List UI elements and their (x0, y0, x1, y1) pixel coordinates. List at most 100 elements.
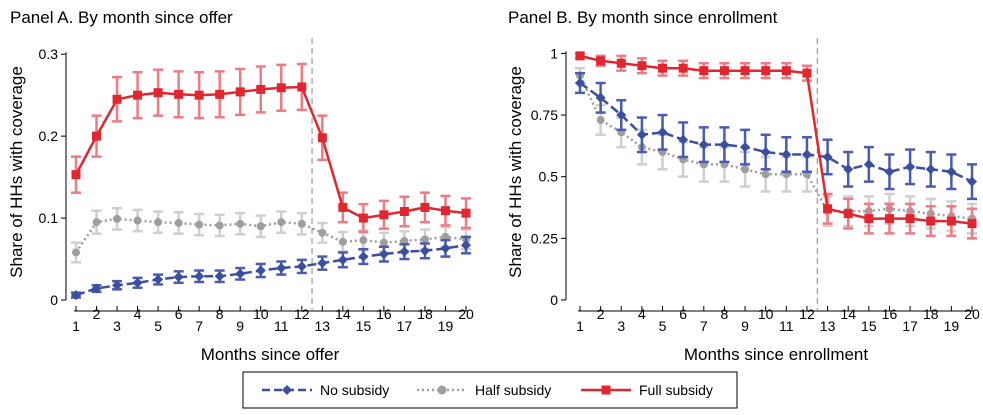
legend-entry-no-subsidy: No subsidy (262, 382, 389, 398)
panel-b-plot: 00.250.50.751123456789101112131415161718… (531, 38, 980, 334)
panel-b-point (596, 115, 605, 124)
panel-b-point (864, 214, 874, 224)
panel-a-point (441, 232, 450, 241)
panel-a-point (92, 218, 101, 227)
panel-a-point (359, 236, 368, 245)
panel-b-point (636, 129, 647, 140)
panel-a-point (153, 88, 163, 98)
panel-b-point (575, 51, 585, 61)
panel-b-point (863, 159, 874, 170)
panel-a-point (194, 271, 205, 282)
panel-b-point (802, 68, 812, 78)
panel-b-xtick-label: 9 (741, 318, 749, 334)
panel-a-point (337, 254, 348, 265)
panel-a-point (132, 277, 143, 288)
panel-a-ytick-label: 0.3 (39, 46, 59, 62)
legend-square-icon (601, 385, 611, 395)
panel-b-point (781, 149, 792, 160)
panel-b-point (967, 176, 977, 187)
panel-b-point (596, 56, 606, 66)
panel-a-point (461, 240, 471, 251)
panel-b-point (884, 214, 894, 224)
panel-a-point (379, 238, 388, 247)
panel-b-point (740, 142, 751, 153)
panel-a-point (154, 218, 163, 227)
panel-b-xtick-label: 10 (758, 306, 774, 322)
panel-a-point (399, 246, 410, 257)
panel-a-xtick-label: 17 (397, 318, 413, 334)
panel-b-xtick-label: 7 (700, 318, 708, 334)
panel-b-line-full-subsidy (579, 54, 973, 225)
panel-b-xtick-label: 6 (679, 306, 687, 322)
panel-a-point (276, 263, 287, 274)
panel-a-point (297, 82, 307, 92)
panel-a-xtick-label: 8 (216, 306, 224, 322)
panel-a-point (400, 237, 409, 246)
panel-a-xtick-label: 12 (294, 306, 310, 322)
panel-b-point (884, 166, 895, 177)
panel-a-plot: 00.10.20.3123456789101112131415161718192… (39, 38, 474, 334)
panel-b-point (823, 204, 833, 214)
panel-a-point (215, 221, 224, 230)
legend: No subsidy Half subsidy Full subsidy (242, 371, 738, 409)
panel-b-point (761, 66, 771, 76)
panel-a-point (133, 216, 142, 225)
panel-a-point (173, 272, 184, 283)
panel-b-point (761, 170, 770, 179)
panel-b-point (575, 77, 585, 88)
panel-b-xtick-label: 19 (944, 318, 960, 334)
panel-a-point (317, 258, 328, 269)
panel-a-xtick-label: 20 (458, 306, 474, 322)
panel-b-xtick-label: 16 (882, 306, 898, 322)
panel-a-point (317, 133, 327, 143)
panel-b-xtick-label: 15 (861, 318, 877, 334)
panel-a-line-full-subsidy (74, 85, 467, 220)
panel-b-point (905, 161, 916, 172)
panel-a-xtick-label: 7 (195, 318, 203, 334)
panel-a-series-no-subsidy (71, 235, 471, 301)
panel-a-point (297, 219, 306, 228)
panel-a-point (112, 94, 122, 104)
panel-a-point (215, 89, 225, 99)
panel-b-point (698, 139, 709, 150)
panel-b-series-no-subsidy (575, 71, 977, 201)
panel-a-point (419, 245, 430, 256)
panel-b-point (678, 134, 689, 145)
panel-b-xtick-label: 8 (721, 306, 729, 322)
panel-b-xtick-label: 1 (576, 318, 584, 334)
panel-a-xtick-label: 6 (175, 306, 183, 322)
legend-circle-icon (437, 385, 447, 395)
panel-b-point (741, 165, 750, 174)
panel-b-point (719, 139, 730, 150)
panel-a-ytick-label: 0.2 (39, 128, 59, 144)
panel-a-point (440, 243, 451, 254)
panel-b-point (657, 127, 668, 138)
panel-a-series-half-subsidy (71, 206, 471, 264)
panel-b-point (946, 216, 956, 226)
panel-a-xtick-label: 3 (113, 318, 121, 334)
panel-a-point (296, 261, 307, 272)
panel-a-xtick-label: 9 (236, 318, 244, 334)
panel-a-point (174, 218, 183, 227)
panel-b-point (616, 110, 627, 121)
panel-a-xtick-label: 1 (72, 318, 80, 334)
panel-a-point (420, 202, 430, 212)
panel-b-title: Panel B. By month since enrollment (508, 8, 778, 27)
panel-b-point (760, 147, 771, 158)
panel-a-point (420, 235, 429, 244)
panel-a-point (378, 249, 389, 260)
panel-b-xlabel: Months since enrollment (684, 345, 869, 364)
panel-a-point (318, 228, 327, 237)
panel-b-xtick-label: 13 (820, 318, 836, 334)
panel-b-point (946, 166, 957, 177)
panel-b-point (822, 151, 833, 162)
panel-a-xtick-label: 5 (154, 318, 162, 334)
legend-diamond-icon (282, 385, 292, 395)
panel-a-point (71, 170, 81, 180)
panel-a-xtick-label: 18 (417, 306, 433, 322)
panel-a-point (461, 208, 471, 218)
panel-b-xtick-label: 14 (840, 306, 856, 322)
panel-a-xtick-label: 10 (253, 306, 269, 322)
